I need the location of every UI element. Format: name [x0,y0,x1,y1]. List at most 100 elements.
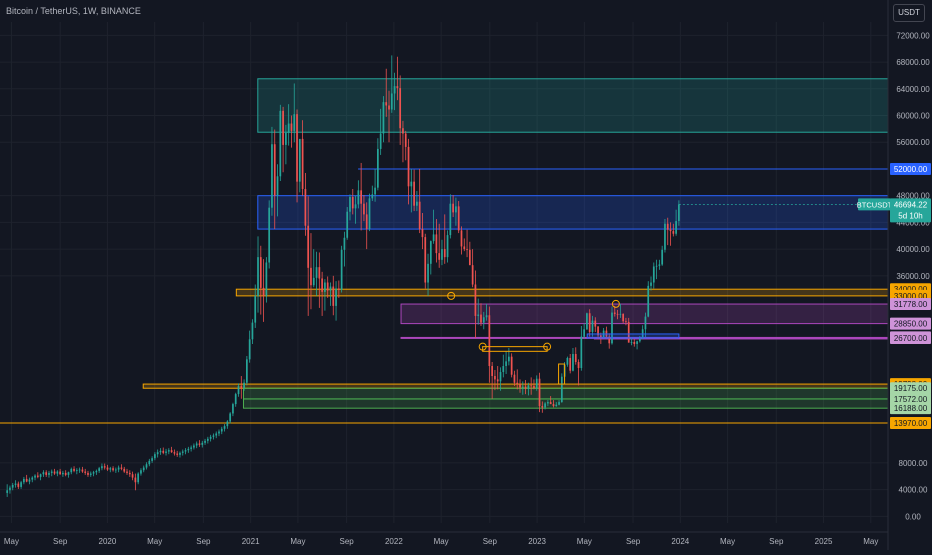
candle-body [655,265,658,267]
candle-body [516,382,519,385]
candle-body [365,214,368,230]
candle-body [67,472,70,475]
candle-body [652,266,655,283]
candle-body [290,123,293,131]
y-tick-label: 4000.00 [899,486,928,495]
x-tick-label: May [4,537,19,546]
x-tick-label: May [290,537,305,546]
support-resistance-zones [0,78,889,424]
candle-body [23,478,25,483]
candle-body [491,366,494,377]
currency-button[interactable]: USDT [893,4,925,22]
candle-body [619,313,622,315]
candle-body [81,469,84,472]
candle-body [293,114,296,131]
candle-body [485,315,488,318]
candle-body [73,468,75,471]
candle-body [232,404,234,414]
candle-body [627,321,630,343]
price-label-text: 31778.00 [894,300,928,309]
candle-body [265,262,268,296]
candle-body [315,267,318,278]
x-tick-label: Sep [626,537,641,546]
y-tick-label: 60000.00 [896,112,930,121]
candle-body [418,201,421,230]
candle-body [184,450,187,452]
candle-body [212,435,215,437]
candle-body [544,403,546,408]
candle-body [393,86,396,94]
candle-body [176,453,179,455]
candle-body [332,286,335,306]
candle-body [599,335,602,338]
x-tick-label: May [577,537,592,546]
candle-body [583,329,585,337]
candle-body [340,249,343,290]
candle-body [513,374,516,383]
candle-body [128,472,131,475]
candle-body [346,211,349,238]
candle-body [343,237,346,250]
x-tick-label: Sep [769,537,784,546]
candle-body [156,452,159,455]
candle-body [555,404,558,407]
candle-body [580,336,583,369]
candle-body [549,402,552,405]
candle-body [611,312,613,344]
candle-body [251,322,254,340]
price-label-badge [890,392,931,405]
candle-body [9,487,11,491]
candle-body [630,341,633,343]
candle-body [594,320,597,327]
candle-body [541,406,544,408]
candle-body [597,326,599,336]
countdown-text: 5d 10h [898,211,922,220]
candle-body [496,379,499,382]
candle-body [279,110,282,177]
candle-body [326,282,329,291]
candle-body [101,466,103,469]
price-label-text: 52000.00 [894,165,928,174]
candle-body [14,483,17,485]
x-tick-label: 2024 [671,537,689,546]
candle-body [432,234,435,242]
candle-body [304,189,307,226]
y-tick-label: 36000.00 [896,272,930,281]
zone-box [142,383,889,389]
candle-body [170,450,173,453]
candle-body [273,144,276,196]
candle-body [92,472,95,474]
x-tick-label: 2020 [99,537,117,546]
candle-body [84,471,87,473]
candle-body [613,312,616,314]
candle-body [368,198,371,230]
candle-body [633,341,636,344]
candle-body [215,433,218,436]
candle-body [519,384,521,388]
candle-body [282,110,284,145]
symbol-badge [858,198,891,211]
candle-body [494,376,496,380]
candle-body [574,353,577,363]
candle-body [165,451,167,453]
candle-body [257,257,259,296]
candle-body [441,249,443,260]
candle-body [78,469,81,471]
candle-body [616,313,619,315]
candle-body [246,359,248,383]
candle-body [50,471,53,473]
candle-body [586,313,588,330]
candle-body [195,443,198,446]
y-tick-label: 40000.00 [896,245,930,254]
candle-body [471,265,474,285]
x-tick-label: 2021 [242,537,260,546]
candle-body [538,378,541,407]
candle-body [402,128,404,134]
candle-body [455,206,457,213]
price-label-text: 34000.00 [894,285,928,294]
candle-body [560,376,563,403]
candle-body [566,358,569,365]
